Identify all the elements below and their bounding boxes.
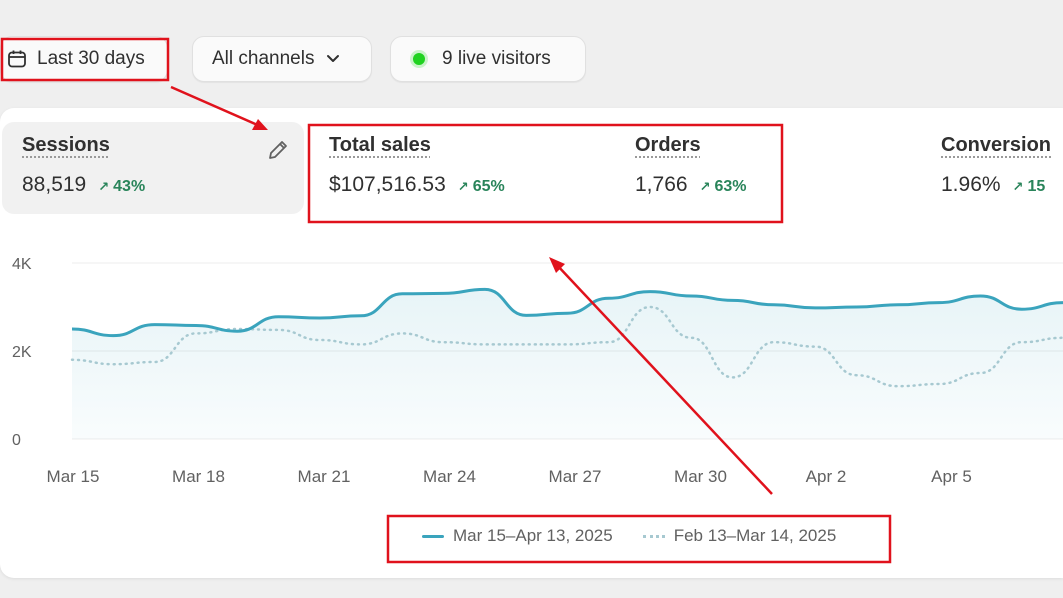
trend-up-icon: ↗ — [1012, 179, 1024, 194]
channels-dropdown[interactable]: All channels — [192, 36, 372, 82]
legend-swatch-current — [422, 534, 444, 538]
annotation-arrow-line — [555, 263, 773, 495]
metric-value: 88,519 — [22, 173, 87, 196]
series-line-previous — [70, 305, 1063, 388]
annotation-box-legend — [386, 514, 892, 564]
y-tick-label: 0 — [12, 432, 21, 449]
metric-label: Sessions — [22, 134, 110, 156]
metric-change: ↗ 15 — [1012, 178, 1046, 195]
calendar-icon — [8, 50, 26, 68]
metric-conversion[interactable]: Conversion 1.96% ↗ 15 — [941, 134, 1051, 197]
legend-current-label: Mar 15–Apr 13, 2025 — [453, 526, 613, 545]
trend-up-icon: ↗ — [699, 179, 711, 194]
pencil-icon[interactable] — [266, 138, 290, 162]
metric-orders[interactable]: Orders 1,766 ↗ 63% — [635, 134, 747, 197]
top-filter-bar: Last 30 days All channels 9 live visitor… — [0, 36, 1063, 82]
trend-up-icon: ↗ — [457, 179, 469, 194]
metric-label: Orders — [635, 134, 701, 156]
chevron-down-icon — [327, 55, 340, 62]
annotation-arrow-head — [252, 119, 268, 130]
x-tick-label: Mar 18 — [172, 467, 225, 486]
annotation-arrow-head — [549, 257, 565, 273]
annotation-box-date — [0, 37, 170, 82]
metric-change: ↗ 43% — [98, 178, 146, 195]
date-range-button[interactable]: Last 30 days — [0, 36, 168, 82]
metric-value: 1.96% — [941, 173, 1001, 196]
annotation-box-metrics — [307, 123, 784, 224]
y-tick-label: 2K — [12, 344, 32, 361]
x-tick-label: Apr 5 — [931, 467, 972, 486]
annotation-arrow-line — [170, 85, 263, 129]
x-tick-label: Mar 21 — [298, 467, 351, 486]
metric-change: ↗ 63% — [699, 178, 747, 195]
x-tick-label: Mar 15 — [47, 467, 100, 486]
trend-up-icon: ↗ — [98, 179, 110, 194]
live-visitors-button[interactable]: 9 live visitors — [390, 36, 586, 82]
x-tick-label: Mar 27 — [549, 467, 602, 486]
legend-previous-label: Feb 13–Mar 14, 2025 — [673, 526, 837, 545]
series-line-current — [71, 287, 1063, 338]
chart-legend: Mar 15–Apr 13, 2025 Feb 13–Mar 14, 2025 — [422, 526, 836, 546]
legend-swatch-previous — [642, 534, 665, 538]
y-tick-label: 4K — [12, 256, 32, 273]
x-tick-label: Mar 30 — [674, 467, 727, 486]
live-visitors-label: 9 live visitors — [442, 48, 551, 69]
x-tick-label: Mar 24 — [423, 467, 476, 486]
live-status-dot — [413, 53, 425, 65]
channels-label: All channels — [212, 48, 315, 69]
metric-change: ↗ 65% — [457, 178, 505, 195]
metric-label: Conversion — [941, 134, 1052, 156]
metric-sessions[interactable]: Sessions 88,519 ↗ 43% — [2, 122, 304, 214]
metric-total-sales[interactable]: Total sales $107,516.53 ↗ 65% — [329, 134, 505, 197]
series-area-current — [72, 289, 1063, 439]
metric-label: Total sales — [329, 134, 431, 156]
date-range-label: Last 30 days — [37, 48, 145, 69]
metric-value: $107,516.53 — [329, 173, 446, 196]
metric-value: 1,766 — [635, 173, 688, 196]
x-tick-label: Apr 2 — [806, 467, 847, 486]
